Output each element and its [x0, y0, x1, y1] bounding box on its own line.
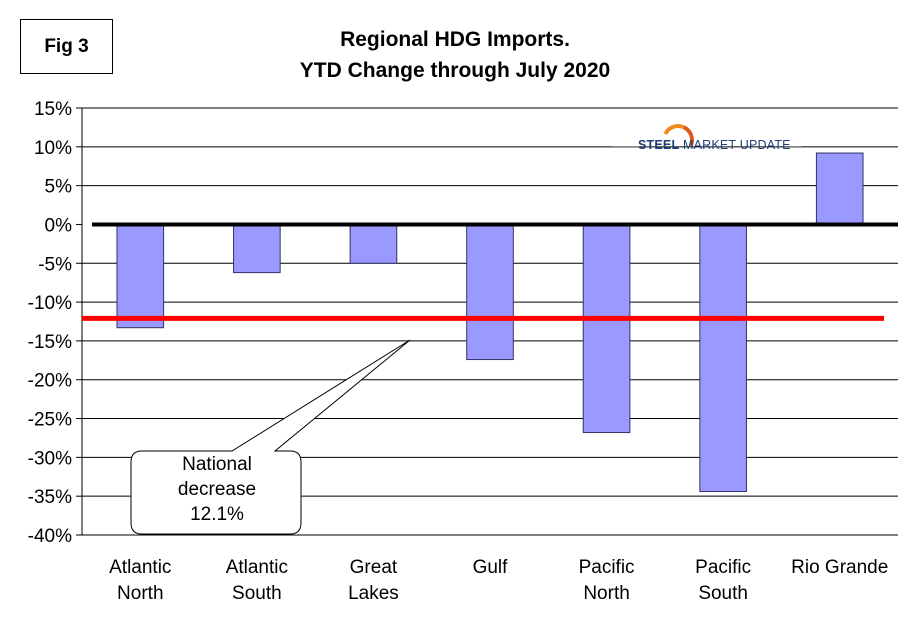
logo-rule-right: [790, 146, 802, 147]
y-tick-label: 0%: [45, 215, 73, 236]
y-axis-ticks: -40% -35% -30% -25% -20% -15% -10% -5% 0% 5% 10% 15…: [28, 99, 82, 547]
y-tick-label: -25%: [28, 410, 72, 431]
bar: [699, 223, 747, 493]
chart-title-line1: Regional HDG Imports.: [340, 28, 570, 51]
bar: [116, 223, 165, 329]
x-category-label: Pacific: [695, 557, 751, 578]
x-category-label: Atlantic: [109, 557, 171, 578]
x-category-label: Gulf: [473, 557, 509, 578]
x-category-label: South: [232, 583, 282, 604]
x-category-label: Atlantic: [226, 557, 288, 578]
y-tick-label: -30%: [28, 448, 72, 469]
logo-text: STEEL MARKET UPDATE: [638, 138, 791, 152]
reference-lines: [82, 222, 898, 321]
callout-line-2: decrease: [177, 479, 257, 500]
callout-bubble: [130, 339, 411, 535]
callout-line-3: 12.1%: [190, 504, 244, 525]
y-tick-label: -15%: [28, 332, 72, 353]
bar: [233, 223, 281, 274]
x-category-label: Great: [350, 557, 398, 578]
y-tick-label: 15%: [34, 99, 72, 120]
y-tick-label: -40%: [28, 526, 72, 547]
x-category-label: North: [583, 583, 629, 604]
chart-title: Regional HDG Imports. YTD Change through…: [230, 24, 680, 86]
logo-rule-left: [612, 146, 638, 147]
bar: [466, 223, 514, 361]
logo-text-bold: STEEL: [638, 138, 680, 152]
bar: [582, 223, 631, 434]
bar: [349, 223, 398, 264]
x-category-label: South: [698, 583, 748, 604]
x-category-label: Lakes: [348, 583, 399, 604]
callout-line-1: National: [182, 454, 252, 475]
logo-text-rest: MARKET UPDATE: [682, 138, 791, 152]
y-tick-label: 5%: [45, 177, 73, 198]
bars: [116, 152, 864, 493]
x-category-label: Pacific: [579, 557, 635, 578]
x-category-label: Rio Grande: [791, 557, 888, 578]
y-tick-label: -20%: [28, 371, 72, 392]
steel-market-update-logo: STEEL MARKET UPDATE: [612, 119, 802, 170]
x-axis-labels: Atlantic North Atlantic South Great Lakes Gulf…: [109, 557, 888, 604]
chart-subtitle: YTD Change through July 2020: [299, 59, 611, 82]
y-tick-label: -5%: [38, 254, 72, 275]
bar: [815, 152, 864, 225]
figure-label: Fig 3: [20, 19, 113, 74]
x-category-label: North: [117, 583, 163, 604]
y-tick-label: -35%: [28, 487, 72, 508]
callout-text: National decrease 12.1%: [132, 452, 302, 527]
y-tick-label: 10%: [34, 138, 72, 159]
y-tick-label: -10%: [28, 293, 72, 314]
